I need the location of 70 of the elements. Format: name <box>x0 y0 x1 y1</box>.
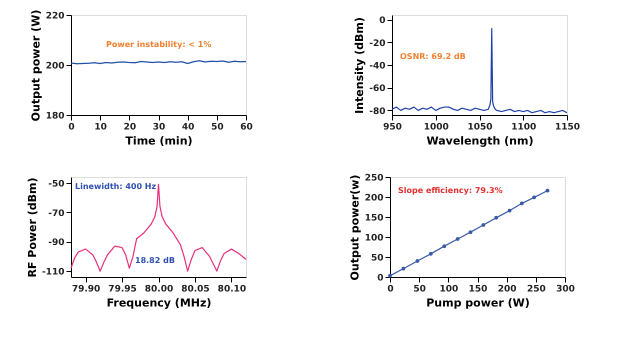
x-tick-label: 80.10 <box>218 284 246 294</box>
x-tick-label: 50 <box>211 122 224 132</box>
y-tick-label: -110 <box>42 268 64 278</box>
y-tick-label: -20 <box>369 38 386 49</box>
x-tick-label: 150 <box>468 284 488 294</box>
y-tick-label: -50 <box>48 179 64 190</box>
y-axis-title: RF Power (dBm) <box>26 177 39 278</box>
x-tick-label: 300 <box>556 284 575 294</box>
y-tick-label: 200 <box>364 194 384 204</box>
x-tick-label: 40 <box>182 122 194 132</box>
x-tick-label: 250 <box>526 284 546 294</box>
point <box>442 244 446 248</box>
y-tick-label: -90 <box>48 238 64 248</box>
point <box>546 188 550 192</box>
x-axis-title: Frequency (MHz) <box>106 296 212 310</box>
x-tick-label: 100 <box>439 284 458 294</box>
x-tick-label: 10 <box>94 122 107 132</box>
point <box>468 230 472 234</box>
point <box>532 196 536 200</box>
x-axis-title: Wavelength (nm) <box>426 134 534 148</box>
y-tick-label: -40 <box>369 62 386 72</box>
x-tick-label: 60 <box>240 122 253 132</box>
x-tick-label: 79.90 <box>72 284 100 294</box>
x-tick-label: 950 <box>383 122 402 132</box>
point <box>520 202 524 206</box>
y-tick-label: 250 <box>364 174 384 184</box>
point <box>388 274 392 278</box>
line-series <box>391 28 568 114</box>
y-tick-label: -70 <box>48 208 64 219</box>
x-tick-label: 1150 <box>554 122 580 132</box>
x-tick-label: 80.05 <box>181 284 210 294</box>
point <box>428 252 433 256</box>
line-series <box>70 184 247 272</box>
annotation: 18.82 dB <box>135 256 175 265</box>
point <box>402 266 406 270</box>
point <box>416 259 420 263</box>
point <box>494 216 498 220</box>
y-tick-label: 50 <box>370 254 384 264</box>
y-axis-title: Output power (W) <box>30 10 43 122</box>
point <box>481 223 486 227</box>
y-tick-label: 0 <box>379 16 386 26</box>
annotation: OSNR: 69.2 dB <box>400 52 466 61</box>
annotation: Slope efficiency: 79.3% <box>398 186 503 195</box>
x-tick-label: 80.00 <box>144 284 174 294</box>
x-tick-label: 20 <box>124 122 136 132</box>
y-tick-label: 0 <box>377 274 384 284</box>
x-tick-label: 0 <box>387 284 394 294</box>
x-axis-title: Pump power (W) <box>426 296 530 310</box>
y-tick-label: 180 <box>46 112 64 122</box>
x-tick-label: 30 <box>152 122 166 132</box>
x-tick-label: 1100 <box>511 122 536 132</box>
y-tick-label: -60 <box>369 84 386 94</box>
x-tick-label: 0 <box>68 122 75 132</box>
y-tick-label: 200 <box>46 62 64 72</box>
y-tick-label: 150 <box>364 214 384 224</box>
y-axis-title: Intensity (dBm) <box>353 17 366 114</box>
annotation: Linewidth: 400 Hz <box>75 182 157 191</box>
y-tick-label: 100 <box>364 234 384 244</box>
x-axis-title: Time (min) <box>125 134 193 148</box>
y-tick-label: 220 <box>46 12 64 22</box>
x-tick-label: 79.95 <box>108 284 137 294</box>
y-axis-title: Output power(w) <box>348 174 362 280</box>
y-tick-label: -80 <box>369 106 386 117</box>
x-tick-label: 1050 <box>467 122 493 132</box>
x-tick-label: 1000 <box>424 122 449 132</box>
point <box>456 237 460 241</box>
point <box>508 208 512 212</box>
annotation: Power instability: < 1% <box>106 40 212 49</box>
x-tick-label: 200 <box>498 284 517 294</box>
x-tick-label: 50 <box>413 284 426 294</box>
